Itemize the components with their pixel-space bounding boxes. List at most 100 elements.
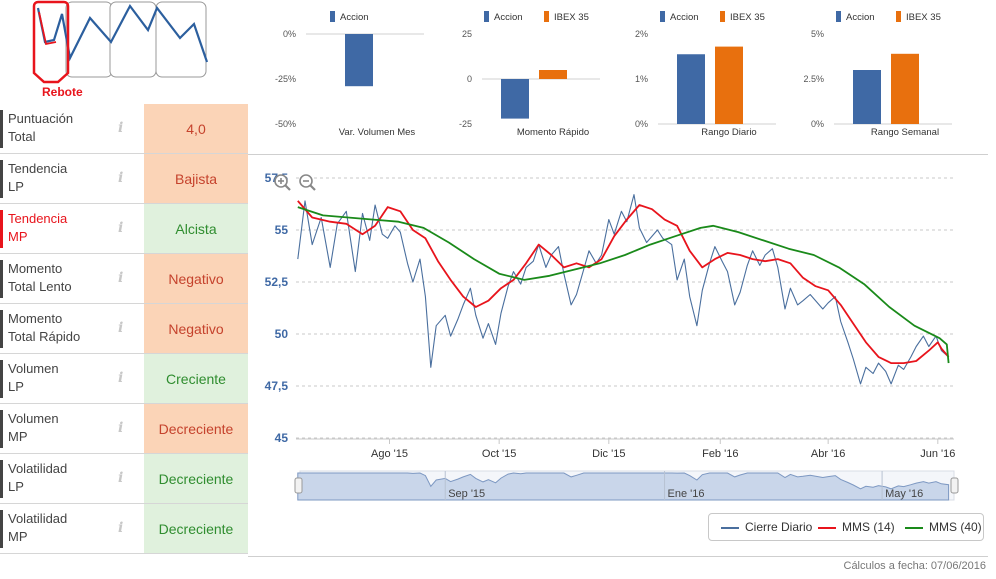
pattern-bounce-mark bbox=[38, 11, 57, 46]
indicator-label-line-1: Volatilidad bbox=[8, 511, 68, 526]
mini-legend-swatch bbox=[720, 11, 725, 22]
info-icon[interactable]: i bbox=[118, 220, 124, 236]
navigator-right-handle[interactable] bbox=[950, 477, 959, 494]
indicator-panel: Puntuación Total i 4,0 Tendencia LP i Bajista Te… bbox=[0, 104, 248, 554]
mini-legend-label: IBEX 35 bbox=[554, 12, 589, 23]
pattern-thumbnail: Rebote bbox=[0, 0, 250, 104]
indicator-label-line-1: Momento bbox=[8, 261, 63, 276]
indicator-label: Volatilidad MP bbox=[0, 510, 110, 548]
indicator-row[interactable]: Volatilidad LP i Decreciente bbox=[0, 454, 248, 504]
indicator-label: Tendencia LP bbox=[0, 160, 110, 198]
indicator-label-line-2: LP bbox=[8, 179, 24, 194]
indicator-row[interactable]: Tendencia LP i Bajista bbox=[0, 154, 248, 204]
indicator-label: Tendencia MP bbox=[0, 210, 110, 248]
info-icon[interactable]: i bbox=[118, 270, 124, 286]
indicator-row[interactable]: Volumen LP i Creciente bbox=[0, 354, 248, 404]
indicator-row[interactable]: Tendencia MP i Alcista bbox=[0, 204, 248, 254]
indicator-label-line-2: LP bbox=[8, 479, 24, 494]
indicator-label-line-2: MP bbox=[8, 429, 28, 444]
info-icon[interactable]: i bbox=[118, 320, 124, 336]
pattern-line bbox=[36, 3, 209, 63]
mini-x-label: Rango Semanal bbox=[871, 127, 939, 138]
mini-y-tick-label: -25 bbox=[459, 119, 472, 129]
indicator-label-line-1: Tendencia bbox=[8, 211, 68, 226]
info-icon[interactable]: i bbox=[118, 170, 124, 186]
info-icon[interactable]: i bbox=[118, 520, 124, 536]
indicator-label: Volatilidad LP bbox=[0, 460, 110, 498]
mini-y-tick-label: 25 bbox=[462, 29, 472, 39]
info-icon[interactable]: i bbox=[118, 420, 124, 436]
x-tick-label: Dic '15 bbox=[592, 448, 625, 460]
indicator-label-line-2: MP bbox=[8, 529, 28, 544]
mini-bar bbox=[501, 79, 529, 119]
mini-legend-label: Accion bbox=[494, 12, 523, 23]
pattern-illustration bbox=[32, 0, 209, 84]
navigator-tick-label: Ene '16 bbox=[668, 488, 705, 500]
mini-y-tick-label: 5% bbox=[811, 29, 824, 39]
mini-y-tick-label: -50% bbox=[275, 119, 296, 129]
indicator-row[interactable]: Puntuación Total i 4,0 bbox=[0, 104, 248, 154]
mini-y-tick-label: 2% bbox=[635, 29, 648, 39]
indicator-value: 4,0 bbox=[144, 104, 248, 153]
indicator-label-line-1: Puntuación bbox=[8, 111, 74, 126]
pattern-label: Rebote bbox=[42, 85, 83, 99]
mini-bar bbox=[345, 34, 373, 87]
indicator-label: Volumen MP bbox=[0, 410, 110, 448]
indicator-label: Puntuación Total bbox=[0, 110, 110, 148]
pattern-frame-3 bbox=[109, 1, 157, 78]
x-tick-label: Jun '16 bbox=[920, 448, 955, 460]
info-icon[interactable]: i bbox=[118, 120, 124, 136]
mini-bar bbox=[539, 70, 567, 79]
calc-date: Cálculos a fecha: 07/06/2016 bbox=[843, 560, 987, 572]
zoom-out-icon[interactable] bbox=[298, 173, 316, 191]
indicator-row[interactable]: Volumen MP i Decreciente bbox=[0, 404, 248, 454]
indicator-value: Decreciente bbox=[144, 504, 248, 553]
mini-legend-label: Accion bbox=[670, 12, 699, 23]
footer: Cálculos a fecha: 07/06/2016 bbox=[248, 556, 988, 572]
legend-swatch bbox=[905, 526, 923, 529]
mini-bar bbox=[853, 70, 881, 124]
legend-item[interactable]: MMS (40) bbox=[905, 520, 982, 534]
indicator-value: Decreciente bbox=[144, 454, 248, 503]
indicator-value: Bajista bbox=[144, 154, 248, 203]
indicator-row[interactable]: Momento Total Rápido i Negativo bbox=[0, 304, 248, 354]
indicator-label-line-1: Volumen bbox=[8, 361, 59, 376]
indicator-label: Volumen LP bbox=[0, 360, 110, 398]
x-tick-label: Feb '16 bbox=[702, 448, 738, 460]
mini-bar-charts: 0% -25% -50% Accion Var. Volumen Mes 25 0 -25 Ac… bbox=[275, 11, 952, 138]
y-tick-label: 52,5 bbox=[265, 275, 289, 289]
mini-y-tick-label: 2.5% bbox=[803, 74, 824, 84]
mini-legend-swatch bbox=[896, 11, 901, 22]
indicator-label: Momento Total Lento bbox=[0, 260, 110, 298]
indicator-label-line-2: Total Lento bbox=[8, 279, 72, 294]
chart-legend[interactable]: Cierre Diario MMS (14) MMS (40) bbox=[708, 513, 984, 541]
zoom-in-icon[interactable] bbox=[273, 173, 291, 191]
indicator-label-line-1: Volumen bbox=[8, 411, 59, 426]
indicator-label-line-1: Volatilidad bbox=[8, 461, 68, 476]
info-icon[interactable]: i bbox=[118, 470, 124, 486]
navigator-left-handle[interactable] bbox=[294, 477, 303, 494]
mini-chart: 25 0 -25 Accion IBEX 35 Momento Rápido bbox=[459, 11, 600, 138]
indicator-value: Creciente bbox=[144, 354, 248, 403]
mms14-series bbox=[297, 200, 950, 365]
pattern-highlight-frame bbox=[32, 0, 70, 84]
indicator-row[interactable]: Momento Total Lento i Negativo bbox=[0, 254, 248, 304]
legend-label: Cierre Diario bbox=[745, 520, 813, 534]
indicator-row[interactable]: Volatilidad MP i Decreciente bbox=[0, 504, 248, 554]
indicator-label-line-2: MP bbox=[8, 229, 28, 244]
mini-x-label: Var. Volumen Mes bbox=[339, 127, 416, 138]
y-tick-label: 45 bbox=[275, 431, 289, 445]
y-tick-label: 50 bbox=[275, 327, 289, 341]
info-icon[interactable]: i bbox=[118, 370, 124, 386]
mini-y-tick-label: 1% bbox=[635, 74, 648, 84]
legend-item[interactable]: Cierre Diario bbox=[721, 520, 812, 534]
indicator-label: Momento Total Rápido bbox=[0, 310, 110, 348]
mini-legend-label: Accion bbox=[846, 12, 875, 23]
indicator-label-line-1: Momento bbox=[8, 311, 63, 326]
x-tick-label: Abr '16 bbox=[811, 448, 846, 460]
navigator-tick-label: Sep '15 bbox=[448, 488, 485, 500]
legend-item[interactable]: MMS (14) bbox=[818, 520, 895, 534]
mini-chart: 0% -25% -50% Accion Var. Volumen Mes bbox=[275, 11, 424, 138]
price-series bbox=[297, 194, 949, 385]
